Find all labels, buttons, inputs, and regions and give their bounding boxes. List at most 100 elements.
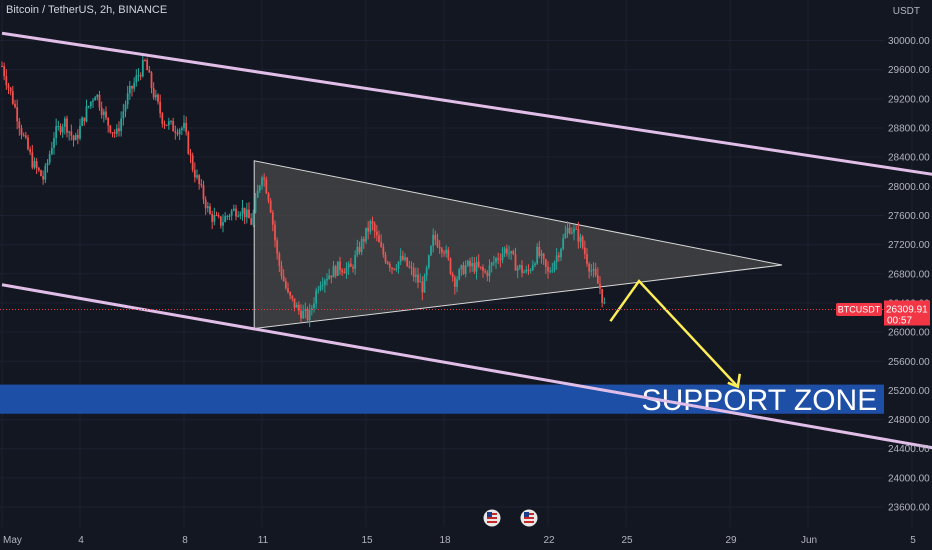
candle-body: [460, 265, 463, 270]
candle-body: [566, 227, 569, 234]
candle-body: [438, 246, 441, 249]
event-markers[interactable]: [483, 509, 538, 527]
triangle-pattern-layer: [253, 160, 783, 330]
candle-body: [146, 60, 149, 71]
candle-body: [267, 193, 270, 201]
candle-body: [31, 152, 34, 168]
support-zone-label: SUPPORT ZONE: [642, 384, 878, 417]
candle-body: [601, 288, 604, 303]
candle-body: [391, 267, 393, 269]
candle-body: [343, 272, 346, 274]
candle-body: [399, 255, 402, 262]
candle-body: [157, 94, 159, 102]
candle-body: [488, 265, 491, 277]
candle-body: [96, 94, 99, 98]
candle-body: [22, 134, 25, 136]
candle-body: [89, 101, 92, 107]
candle-body: [297, 304, 300, 311]
candle-body: [328, 275, 331, 280]
time-tick-label: Jun: [801, 535, 817, 546]
candle-body: [167, 121, 170, 126]
candle-body: [14, 103, 16, 108]
price-tick-label: 26000.00: [888, 328, 930, 339]
candle-body: [135, 75, 138, 83]
candle-body: [141, 59, 144, 77]
price-tick-label: 28000.00: [888, 182, 930, 193]
candle-body: [378, 235, 380, 243]
candle-body: [534, 263, 536, 266]
candle-body: [284, 280, 287, 289]
candle-body: [159, 101, 162, 114]
candle-body: [115, 128, 118, 134]
candle-body: [198, 175, 201, 184]
candle-body: [345, 267, 348, 274]
candle-body: [497, 258, 500, 260]
candle-body: [109, 125, 112, 133]
candle-body: [525, 269, 528, 272]
flag-stripe: [524, 517, 534, 519]
candle-body: [118, 128, 120, 132]
candle-body: [204, 199, 207, 209]
candle-body: [341, 270, 344, 273]
candle-body: [302, 310, 305, 319]
candle-body: [70, 131, 73, 136]
candle-body: [59, 125, 62, 133]
candle-body: [434, 234, 437, 240]
candle-body: [178, 130, 181, 135]
price-axis[interactable]: 23600.00 24000.00 24400.00 24800.00 25200.00…: [888, 36, 930, 514]
candle-body: [406, 257, 409, 267]
candle-body: [33, 161, 36, 168]
candle-body: [271, 212, 274, 225]
candle-body: [510, 250, 513, 254]
candle-body: [5, 76, 8, 86]
time-tick-label: 8: [182, 535, 188, 546]
candle-body: [280, 265, 283, 277]
candle-body: [427, 255, 430, 268]
candle-body: [421, 281, 424, 293]
candle-body: [154, 94, 157, 98]
candle-body: [144, 59, 146, 61]
candle-body: [183, 122, 185, 129]
candle-body: [248, 209, 250, 219]
candle-body: [523, 271, 526, 273]
candle-body: [245, 209, 248, 218]
candle-body: [599, 283, 601, 289]
candle-body: [161, 113, 164, 124]
candle-body: [107, 117, 110, 126]
candle-body: [83, 117, 86, 122]
candle-body: [189, 153, 192, 156]
candle-body: [508, 253, 510, 255]
symbol-badge: [836, 303, 882, 317]
candle-body: [46, 162, 49, 166]
candle-body: [577, 229, 580, 242]
candle-body: [20, 128, 23, 135]
price-tick-label: 30000.00: [888, 36, 930, 47]
time-axis[interactable]: May48111518222529Jun5812: [3, 535, 932, 546]
candle-body: [252, 212, 255, 225]
candle-body: [423, 275, 426, 293]
candle-body: [170, 120, 172, 122]
support-zone-layer: SUPPORT ZONE: [0, 384, 884, 417]
candle-body: [334, 266, 337, 276]
candle-body: [137, 75, 140, 77]
candle-body: [538, 246, 541, 256]
candle-body: [594, 268, 597, 276]
candle-body: [200, 183, 203, 186]
candle-body: [443, 252, 445, 254]
candle-body: [518, 265, 521, 268]
candle-body: [256, 190, 259, 198]
candle-body: [458, 269, 461, 280]
candle-body: [16, 107, 19, 122]
candle-body: [100, 107, 103, 115]
candle-body: [321, 285, 324, 287]
candle-body: [521, 265, 523, 273]
candle-body: [276, 240, 279, 254]
candle-body: [373, 223, 376, 232]
candle-body: [371, 221, 374, 224]
candle-body: [503, 248, 506, 254]
candle-body: [187, 132, 190, 154]
candle-body: [384, 254, 387, 262]
price-tick-label: 23600.00: [888, 503, 930, 514]
candle-body: [568, 227, 571, 234]
